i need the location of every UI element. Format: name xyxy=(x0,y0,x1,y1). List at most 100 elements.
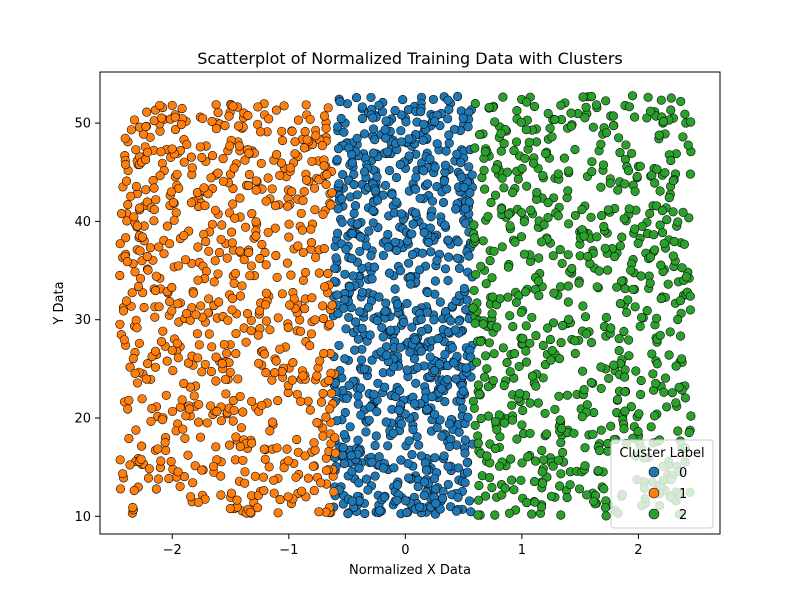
data-point-cluster-1 xyxy=(115,455,125,465)
data-point-cluster-0 xyxy=(350,201,361,211)
data-point-cluster-1 xyxy=(167,406,178,416)
data-point-cluster-2 xyxy=(617,232,627,242)
data-point-cluster-2 xyxy=(497,173,507,183)
data-point-cluster-0 xyxy=(349,169,359,179)
data-point-cluster-2 xyxy=(645,278,655,288)
data-point-cluster-1 xyxy=(301,100,311,110)
data-point-cluster-1 xyxy=(263,173,273,183)
data-point-cluster-0 xyxy=(411,208,421,218)
data-point-cluster-1 xyxy=(179,231,189,241)
data-point-cluster-1 xyxy=(200,201,210,211)
data-point-cluster-1 xyxy=(183,450,193,460)
legend-marker-0 xyxy=(648,466,660,478)
data-point-cluster-2 xyxy=(562,492,572,503)
data-point-cluster-1 xyxy=(317,141,327,151)
data-point-cluster-1 xyxy=(173,353,183,363)
data-point-cluster-0 xyxy=(340,269,350,279)
data-point-cluster-2 xyxy=(650,178,660,188)
data-point-cluster-1 xyxy=(135,273,146,283)
data-point-cluster-0 xyxy=(423,179,433,189)
data-point-cluster-2 xyxy=(684,427,694,438)
data-point-cluster-1 xyxy=(155,171,165,181)
data-point-cluster-1 xyxy=(275,170,285,180)
data-point-cluster-1 xyxy=(135,246,145,256)
data-point-cluster-2 xyxy=(624,102,634,112)
data-point-cluster-2 xyxy=(586,212,596,222)
data-point-cluster-2 xyxy=(578,366,588,376)
data-point-cluster-1 xyxy=(222,348,232,358)
data-point-cluster-2 xyxy=(485,256,495,266)
data-point-cluster-0 xyxy=(443,95,453,105)
data-point-cluster-1 xyxy=(122,257,132,267)
data-point-cluster-2 xyxy=(537,502,547,512)
data-point-cluster-1 xyxy=(115,319,125,329)
data-point-cluster-0 xyxy=(425,352,435,362)
data-point-cluster-0 xyxy=(352,133,362,143)
data-point-cluster-1 xyxy=(219,339,229,349)
data-point-cluster-0 xyxy=(413,482,423,492)
data-point-cluster-2 xyxy=(557,258,567,268)
data-point-cluster-2 xyxy=(481,351,491,361)
data-point-cluster-1 xyxy=(230,268,241,278)
data-point-cluster-1 xyxy=(319,161,329,171)
data-point-cluster-0 xyxy=(341,324,351,334)
data-point-cluster-2 xyxy=(606,323,616,333)
data-point-cluster-2 xyxy=(547,346,557,356)
data-point-cluster-1 xyxy=(129,485,139,496)
data-point-cluster-2 xyxy=(677,354,687,364)
data-point-cluster-2 xyxy=(530,497,540,507)
data-point-cluster-2 xyxy=(531,331,541,341)
data-point-cluster-2 xyxy=(642,306,652,316)
data-point-cluster-1 xyxy=(216,471,226,481)
data-point-cluster-0 xyxy=(415,193,425,203)
data-point-cluster-2 xyxy=(630,112,640,122)
data-point-cluster-1 xyxy=(277,135,288,146)
data-point-cluster-1 xyxy=(300,451,310,461)
data-point-cluster-1 xyxy=(156,337,167,347)
data-point-cluster-2 xyxy=(679,239,689,249)
data-point-cluster-0 xyxy=(443,275,453,286)
data-point-cluster-2 xyxy=(550,404,560,414)
data-point-cluster-2 xyxy=(608,121,619,131)
data-point-cluster-1 xyxy=(263,227,273,237)
data-point-cluster-1 xyxy=(297,486,307,496)
data-point-cluster-0 xyxy=(367,457,377,467)
data-point-cluster-2 xyxy=(564,219,574,229)
data-point-cluster-1 xyxy=(193,242,203,252)
data-point-cluster-2 xyxy=(539,455,549,465)
data-point-cluster-0 xyxy=(339,127,349,137)
data-point-cluster-0 xyxy=(336,113,346,124)
data-point-cluster-0 xyxy=(374,100,384,110)
data-point-cluster-1 xyxy=(284,219,294,229)
data-point-cluster-0 xyxy=(408,424,418,435)
data-point-cluster-2 xyxy=(645,208,655,219)
data-point-cluster-2 xyxy=(550,115,560,125)
data-point-cluster-0 xyxy=(454,316,464,326)
data-point-cluster-1 xyxy=(143,147,153,157)
data-point-cluster-0 xyxy=(346,450,356,461)
data-point-cluster-0 xyxy=(347,229,357,239)
data-point-cluster-2 xyxy=(596,383,606,393)
y-tick-label: 10 xyxy=(74,510,91,525)
data-point-cluster-2 xyxy=(619,326,629,337)
data-point-cluster-0 xyxy=(360,508,370,519)
data-point-cluster-2 xyxy=(676,96,686,106)
data-point-cluster-1 xyxy=(283,201,293,211)
data-point-cluster-0 xyxy=(462,458,472,468)
data-point-cluster-0 xyxy=(411,184,421,194)
data-point-cluster-2 xyxy=(586,377,596,388)
data-point-cluster-1 xyxy=(257,400,267,410)
data-point-cluster-1 xyxy=(141,374,151,384)
data-point-cluster-2 xyxy=(555,481,565,491)
data-point-cluster-0 xyxy=(333,144,344,154)
data-point-cluster-2 xyxy=(472,357,482,367)
data-point-cluster-0 xyxy=(453,492,463,502)
data-point-cluster-0 xyxy=(394,405,404,415)
data-point-cluster-2 xyxy=(527,509,537,519)
data-point-cluster-2 xyxy=(603,205,613,215)
data-point-cluster-2 xyxy=(490,510,500,520)
data-point-cluster-1 xyxy=(329,487,339,497)
data-point-cluster-0 xyxy=(416,346,426,356)
data-point-cluster-2 xyxy=(527,371,537,381)
